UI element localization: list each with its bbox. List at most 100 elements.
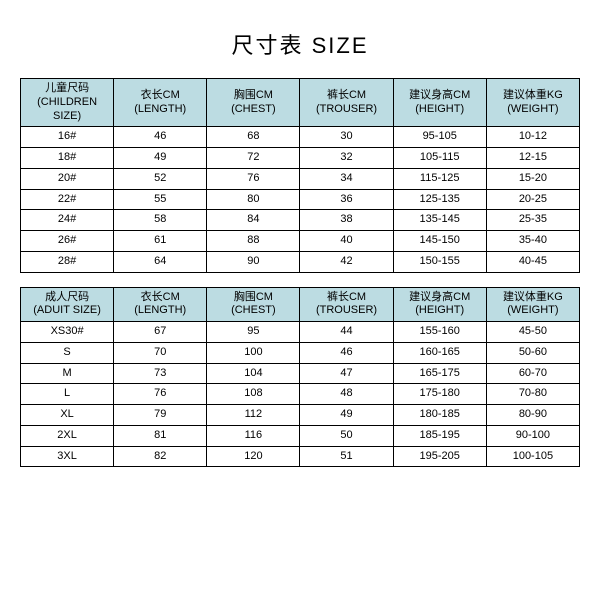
table-cell: 135-145 [393, 210, 486, 231]
table-cell: 81 [114, 425, 207, 446]
table-cell: 25-35 [486, 210, 579, 231]
col-header-height: 建议身高CM(HEIGHT) [393, 79, 486, 127]
table-cell: 108 [207, 384, 300, 405]
table-cell: 3XL [21, 446, 114, 467]
table-cell: 32 [300, 148, 393, 169]
table-cell: 46 [300, 342, 393, 363]
table-row: XS30#679544155-16045-50 [21, 322, 580, 343]
adult-size-table-wrap: 成人尺码(ADUIT SIZE) 衣长CM(LENGTH) 胸围CM(CHEST… [20, 287, 580, 468]
table-cell: L [21, 384, 114, 405]
col-header-length: 衣长CM(LENGTH) [114, 287, 207, 322]
table-cell: 84 [207, 210, 300, 231]
table-cell: 47 [300, 363, 393, 384]
table-cell: 30 [300, 127, 393, 148]
table-cell: 12-15 [486, 148, 579, 169]
table-cell: 195-205 [393, 446, 486, 467]
table-cell: 20-25 [486, 189, 579, 210]
table-cell: 60-70 [486, 363, 579, 384]
table-cell: 50 [300, 425, 393, 446]
table-cell: 165-175 [393, 363, 486, 384]
table-cell: 76 [114, 384, 207, 405]
children-size-table-wrap: 儿童尺码(CHILDREN SIZE) 衣长CM(LENGTH) 胸围CM(CH… [20, 78, 580, 273]
table-row: 28#649042150-15540-45 [21, 251, 580, 272]
table-cell: 104 [207, 363, 300, 384]
table-cell: 88 [207, 231, 300, 252]
table-row: M7310447165-17560-70 [21, 363, 580, 384]
table-row: XL7911249180-18580-90 [21, 405, 580, 426]
table-cell: 145-150 [393, 231, 486, 252]
table-row: 26#618840145-15035-40 [21, 231, 580, 252]
table-cell: 160-165 [393, 342, 486, 363]
children-size-table: 儿童尺码(CHILDREN SIZE) 衣长CM(LENGTH) 胸围CM(CH… [20, 78, 580, 273]
col-header-chest: 胸围CM(CHEST) [207, 287, 300, 322]
table-cell: 105-115 [393, 148, 486, 169]
col-header-weight: 建议体重KG(WEIGHT) [486, 287, 579, 322]
table-cell: 49 [114, 148, 207, 169]
col-header-chest: 胸围CM(CHEST) [207, 79, 300, 127]
col-header-weight: 建议体重KG(WEIGHT) [486, 79, 579, 127]
table-row: 22#558036125-13520-25 [21, 189, 580, 210]
table-cell: 50-60 [486, 342, 579, 363]
table-cell: 73 [114, 363, 207, 384]
table-row: 20#527634115-12515-20 [21, 168, 580, 189]
table-cell: 44 [300, 322, 393, 343]
table-cell: 46 [114, 127, 207, 148]
col-header-length: 衣长CM(LENGTH) [114, 79, 207, 127]
table-cell: 38 [300, 210, 393, 231]
table-cell: 58 [114, 210, 207, 231]
table-cell: XL [21, 405, 114, 426]
col-header-trouser: 裤长CM(TROUSER) [300, 79, 393, 127]
table-cell: 24# [21, 210, 114, 231]
table-cell: 36 [300, 189, 393, 210]
table-cell: 72 [207, 148, 300, 169]
table-cell: 100-105 [486, 446, 579, 467]
table-cell: 115-125 [393, 168, 486, 189]
table-cell: 34 [300, 168, 393, 189]
table-cell: 42 [300, 251, 393, 272]
table-row: 18#497232105-11512-15 [21, 148, 580, 169]
table-cell: 15-20 [486, 168, 579, 189]
table-row: 24#588438135-14525-35 [21, 210, 580, 231]
table-cell: 68 [207, 127, 300, 148]
table-cell: 90 [207, 251, 300, 272]
table-cell: 20# [21, 168, 114, 189]
table-cell: 35-40 [486, 231, 579, 252]
col-header-size: 成人尺码(ADUIT SIZE) [21, 287, 114, 322]
table-cell: 40-45 [486, 251, 579, 272]
adult-size-table: 成人尺码(ADUIT SIZE) 衣长CM(LENGTH) 胸围CM(CHEST… [20, 287, 580, 468]
table-row: 2XL8111650185-19590-100 [21, 425, 580, 446]
table-cell: 95 [207, 322, 300, 343]
col-header-trouser: 裤长CM(TROUSER) [300, 287, 393, 322]
table-cell: 95-105 [393, 127, 486, 148]
table-cell: 26# [21, 231, 114, 252]
table-cell: 80-90 [486, 405, 579, 426]
table-cell: 2XL [21, 425, 114, 446]
table-row: S7010046160-16550-60 [21, 342, 580, 363]
table-cell: 61 [114, 231, 207, 252]
table-cell: 55 [114, 189, 207, 210]
table-row: L7610848175-18070-80 [21, 384, 580, 405]
table-cell: 28# [21, 251, 114, 272]
col-header-height: 建议身高CM(HEIGHT) [393, 287, 486, 322]
table-cell: 150-155 [393, 251, 486, 272]
page-title: 尺寸表 SIZE [231, 28, 368, 60]
table-cell: 175-180 [393, 384, 486, 405]
table-cell: 116 [207, 425, 300, 446]
table-cell: 76 [207, 168, 300, 189]
table-cell: 90-100 [486, 425, 579, 446]
table-cell: 52 [114, 168, 207, 189]
table-cell: 40 [300, 231, 393, 252]
table-cell: 67 [114, 322, 207, 343]
table-cell: M [21, 363, 114, 384]
table-cell: 16# [21, 127, 114, 148]
table-cell: 79 [114, 405, 207, 426]
table-cell: S [21, 342, 114, 363]
table-cell: 185-195 [393, 425, 486, 446]
table-cell: 48 [300, 384, 393, 405]
table-cell: 10-12 [486, 127, 579, 148]
table-cell: 100 [207, 342, 300, 363]
table-cell: XS30# [21, 322, 114, 343]
table-cell: 51 [300, 446, 393, 467]
table-cell: 70 [114, 342, 207, 363]
table-row: 3XL8212051195-205100-105 [21, 446, 580, 467]
